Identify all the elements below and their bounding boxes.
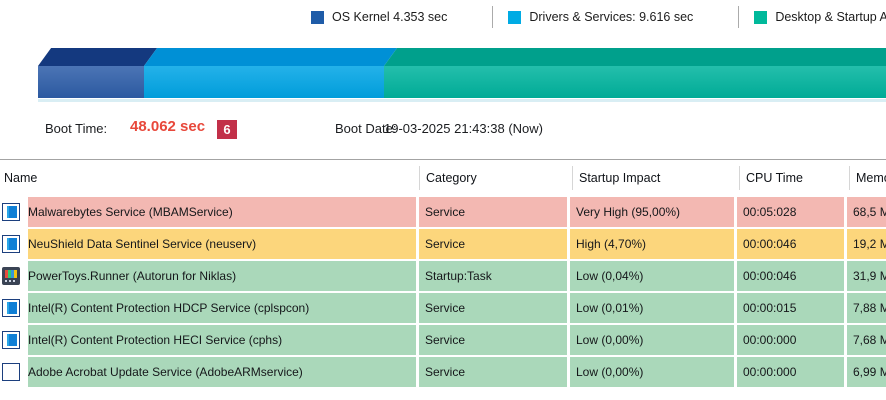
row-icon-cell	[0, 325, 25, 355]
row-category-cell: Service	[419, 197, 567, 227]
bar-segment-top	[38, 48, 158, 66]
row-icon-cell	[0, 229, 25, 259]
row-icon-cell	[0, 197, 25, 227]
row-name-cell: Intel(R) Content Protection HECI Service…	[28, 325, 416, 355]
row-category-cell: Service	[419, 357, 567, 387]
legend-divider	[492, 6, 494, 28]
row-startup-impact-cell: Low (0,00%)	[570, 357, 734, 387]
service-app-icon	[2, 235, 20, 253]
legend-label: Drivers & Services: 9.616 sec	[529, 10, 694, 24]
column-header-memory[interactable]: Memory	[849, 166, 886, 190]
bar-segment-front	[38, 66, 144, 98]
boot-bar	[38, 66, 886, 98]
table-row[interactable]: PowerToys.Runner (Autorun for Niklas) Sta…	[0, 261, 886, 291]
column-header-category[interactable]: Category	[419, 166, 569, 190]
bar-segment-top	[144, 48, 398, 66]
row-icon-cell	[0, 357, 25, 387]
row-name-cell: NeuShield Data Sentinel Service (neuserv…	[28, 229, 416, 259]
boot-date-value: 19-03-2025 21:43:38 (Now)	[384, 121, 543, 136]
row-cpu-time-cell: 00:00:046	[737, 229, 844, 259]
boot-time-value: 48.062 sec	[130, 118, 206, 135]
legend-color-swatch	[508, 10, 522, 24]
row-category-cell: Service	[419, 325, 567, 355]
boot-info-row: Boot Time: 48.062 sec 6 Boot Date: 19-03…	[0, 114, 886, 144]
row-icon-cell	[0, 293, 25, 323]
row-category-cell: Startup:Task	[419, 261, 567, 291]
row-memory-cell: 68,5 MB	[847, 197, 886, 227]
table-row[interactable]: Malwarebytes Service (MBAMService) Servic…	[0, 197, 886, 227]
column-header-startup-impact[interactable]: Startup Impact	[572, 166, 736, 190]
bar-segment-front	[144, 66, 384, 98]
legend-label: Desktop & Startup App	[775, 10, 886, 24]
legend-label: OS Kernel 4.353 sec	[332, 10, 448, 24]
row-cpu-time-cell: 00:05:028	[737, 197, 844, 227]
column-header-name[interactable]: Name	[4, 171, 38, 185]
row-name-cell: Malwarebytes Service (MBAMService)	[28, 197, 416, 227]
row-memory-cell: 7,88 MB	[847, 293, 886, 323]
powertoys-app-icon	[2, 267, 20, 285]
service-app-icon	[2, 203, 20, 221]
boot-date-label: Boot Date:	[335, 121, 397, 136]
row-category-cell: Service	[419, 229, 567, 259]
row-cpu-time-cell: 00:00:000	[737, 357, 844, 387]
row-startup-impact-cell: High (4,70%)	[570, 229, 734, 259]
boot-count-badge[interactable]: 6	[217, 120, 237, 139]
table-header-row: Name Category Startup Impact CPU Time Me…	[0, 160, 886, 196]
row-startup-impact-cell: Very High (95,00%)	[570, 197, 734, 227]
legend-divider	[738, 6, 740, 28]
service-app-icon	[2, 299, 20, 317]
row-memory-cell: 6,99 MB	[847, 357, 886, 387]
row-cpu-time-cell: 00:00:046	[737, 261, 844, 291]
table-row[interactable]: NeuShield Data Sentinel Service (neuserv…	[0, 229, 886, 259]
boot-bar-top-face	[38, 48, 886, 66]
legend-color-swatch	[311, 10, 324, 24]
boot-bar-baseline	[38, 99, 886, 102]
row-cpu-time-cell: 00:00:015	[737, 293, 844, 323]
row-name-cell: PowerToys.Runner (Autorun for Niklas)	[28, 261, 416, 291]
table-row[interactable]: Adobe Acrobat Update Service (AdobeARMse…	[0, 357, 886, 387]
legend-color-swatch	[754, 10, 768, 24]
legend-item: Desktop & Startup App	[754, 10, 886, 24]
table-top-border	[0, 159, 886, 160]
startup-items-table: Malwarebytes Service (MBAMService) Servic…	[0, 197, 886, 389]
row-startup-impact-cell: Low (0,01%)	[570, 293, 734, 323]
row-category-cell: Service	[419, 293, 567, 323]
legend-item: Drivers & Services: 9.616 sec	[508, 10, 693, 24]
row-cpu-time-cell: 00:00:000	[737, 325, 844, 355]
bar-segment-front	[384, 66, 886, 98]
row-name-cell: Adobe Acrobat Update Service (AdobeARMse…	[28, 357, 416, 387]
boot-phase-legend: OS Kernel 4.353 sec Drivers & Services: 9…	[311, 6, 886, 28]
bar-segment-top	[384, 48, 886, 66]
service-app-icon	[2, 331, 20, 349]
legend-item: OS Kernel 4.353 sec	[311, 10, 447, 24]
row-icon-cell	[0, 261, 25, 291]
row-startup-impact-cell: Low (0,00%)	[570, 325, 734, 355]
row-name-cell: Intel(R) Content Protection HDCP Service…	[28, 293, 416, 323]
boot-time-label: Boot Time:	[45, 121, 108, 136]
table-row[interactable]: Intel(R) Content Protection HECI Service…	[0, 325, 886, 355]
row-memory-cell: 19,2 MB	[847, 229, 886, 259]
row-startup-impact-cell: Low (0,04%)	[570, 261, 734, 291]
blank-app-icon	[2, 363, 20, 381]
table-row[interactable]: Intel(R) Content Protection HDCP Service…	[0, 293, 886, 323]
row-memory-cell: 7,68 MB	[847, 325, 886, 355]
column-header-cpu-time[interactable]: CPU Time	[739, 166, 846, 190]
row-memory-cell: 31,9 MB	[847, 261, 886, 291]
